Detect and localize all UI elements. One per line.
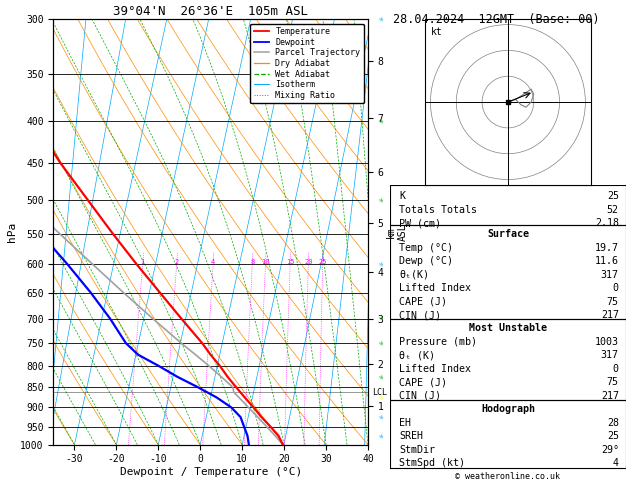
Text: Lifted Index: Lifted Index [399,283,471,293]
Text: 1: 1 [140,259,145,265]
Text: 11.6: 11.6 [595,256,619,266]
Text: »: » [374,432,384,440]
Text: CIN (J): CIN (J) [399,310,442,320]
Text: 217: 217 [601,391,619,401]
Text: 29°: 29° [601,445,619,455]
Text: »: » [374,372,384,381]
X-axis label: Dewpoint / Temperature (°C): Dewpoint / Temperature (°C) [120,467,302,477]
Text: SREH: SREH [399,431,423,441]
Text: 20: 20 [304,259,313,265]
Text: Lifted Index: Lifted Index [399,364,471,374]
Text: CAPE (J): CAPE (J) [399,296,447,307]
Text: 317: 317 [601,350,619,361]
Title: 39°04'N  26°36'E  105m ASL: 39°04'N 26°36'E 105m ASL [113,5,308,18]
Text: 0: 0 [613,364,619,374]
Text: 15: 15 [286,259,294,265]
Y-axis label: km
ASL: km ASL [386,223,408,241]
Text: 2: 2 [174,259,179,265]
Text: »: » [374,413,384,421]
Text: 4: 4 [211,259,215,265]
Text: »: » [374,339,384,347]
Text: θₜ (K): θₜ (K) [399,350,435,361]
Text: 2.18: 2.18 [595,218,619,228]
Text: Temp (°C): Temp (°C) [399,243,454,253]
Text: »: » [374,195,384,204]
Text: 28: 28 [607,418,619,428]
Text: »: » [374,260,384,269]
Text: Dewp (°C): Dewp (°C) [399,256,454,266]
Text: Most Unstable: Most Unstable [469,324,547,333]
Text: »: » [374,117,384,125]
Text: 0: 0 [613,283,619,293]
Text: 25: 25 [607,191,619,201]
Text: »: » [374,15,384,24]
Text: θₜ(K): θₜ(K) [399,270,430,279]
Text: 19.7: 19.7 [595,243,619,253]
Text: 25: 25 [607,431,619,441]
Text: 317: 317 [601,270,619,279]
Y-axis label: hPa: hPa [8,222,18,242]
Text: 75: 75 [607,377,619,387]
Text: PW (cm): PW (cm) [399,218,442,228]
Text: CAPE (J): CAPE (J) [399,377,447,387]
Text: Hodograph: Hodograph [481,404,535,415]
Text: Pressure (mb): Pressure (mb) [399,337,477,347]
Text: 28.04.2024  12GMT  (Base: 00): 28.04.2024 12GMT (Base: 00) [393,13,599,26]
Text: EH: EH [399,418,411,428]
Text: 1003: 1003 [595,337,619,347]
Text: »: » [374,314,384,323]
Text: StmSpd (kt): StmSpd (kt) [399,458,465,468]
Text: 10: 10 [261,259,270,265]
Text: 52: 52 [607,205,619,215]
Text: 4: 4 [613,458,619,468]
Text: © weatheronline.co.uk: © weatheronline.co.uk [455,472,560,481]
Text: LCL: LCL [372,388,387,397]
Text: K: K [399,191,406,201]
Text: 217: 217 [601,310,619,320]
Text: 25: 25 [318,259,327,265]
Legend: Temperature, Dewpoint, Parcel Trajectory, Dry Adiabat, Wet Adiabat, Isotherm, Mi: Temperature, Dewpoint, Parcel Trajectory… [250,24,364,103]
Text: CIN (J): CIN (J) [399,391,442,401]
Text: »: » [374,393,384,402]
Text: kt: kt [430,27,442,37]
Text: 8: 8 [250,259,254,265]
Text: 75: 75 [607,296,619,307]
Text: StmDir: StmDir [399,445,435,455]
Text: Surface: Surface [487,229,529,239]
Text: Totals Totals: Totals Totals [399,205,477,215]
